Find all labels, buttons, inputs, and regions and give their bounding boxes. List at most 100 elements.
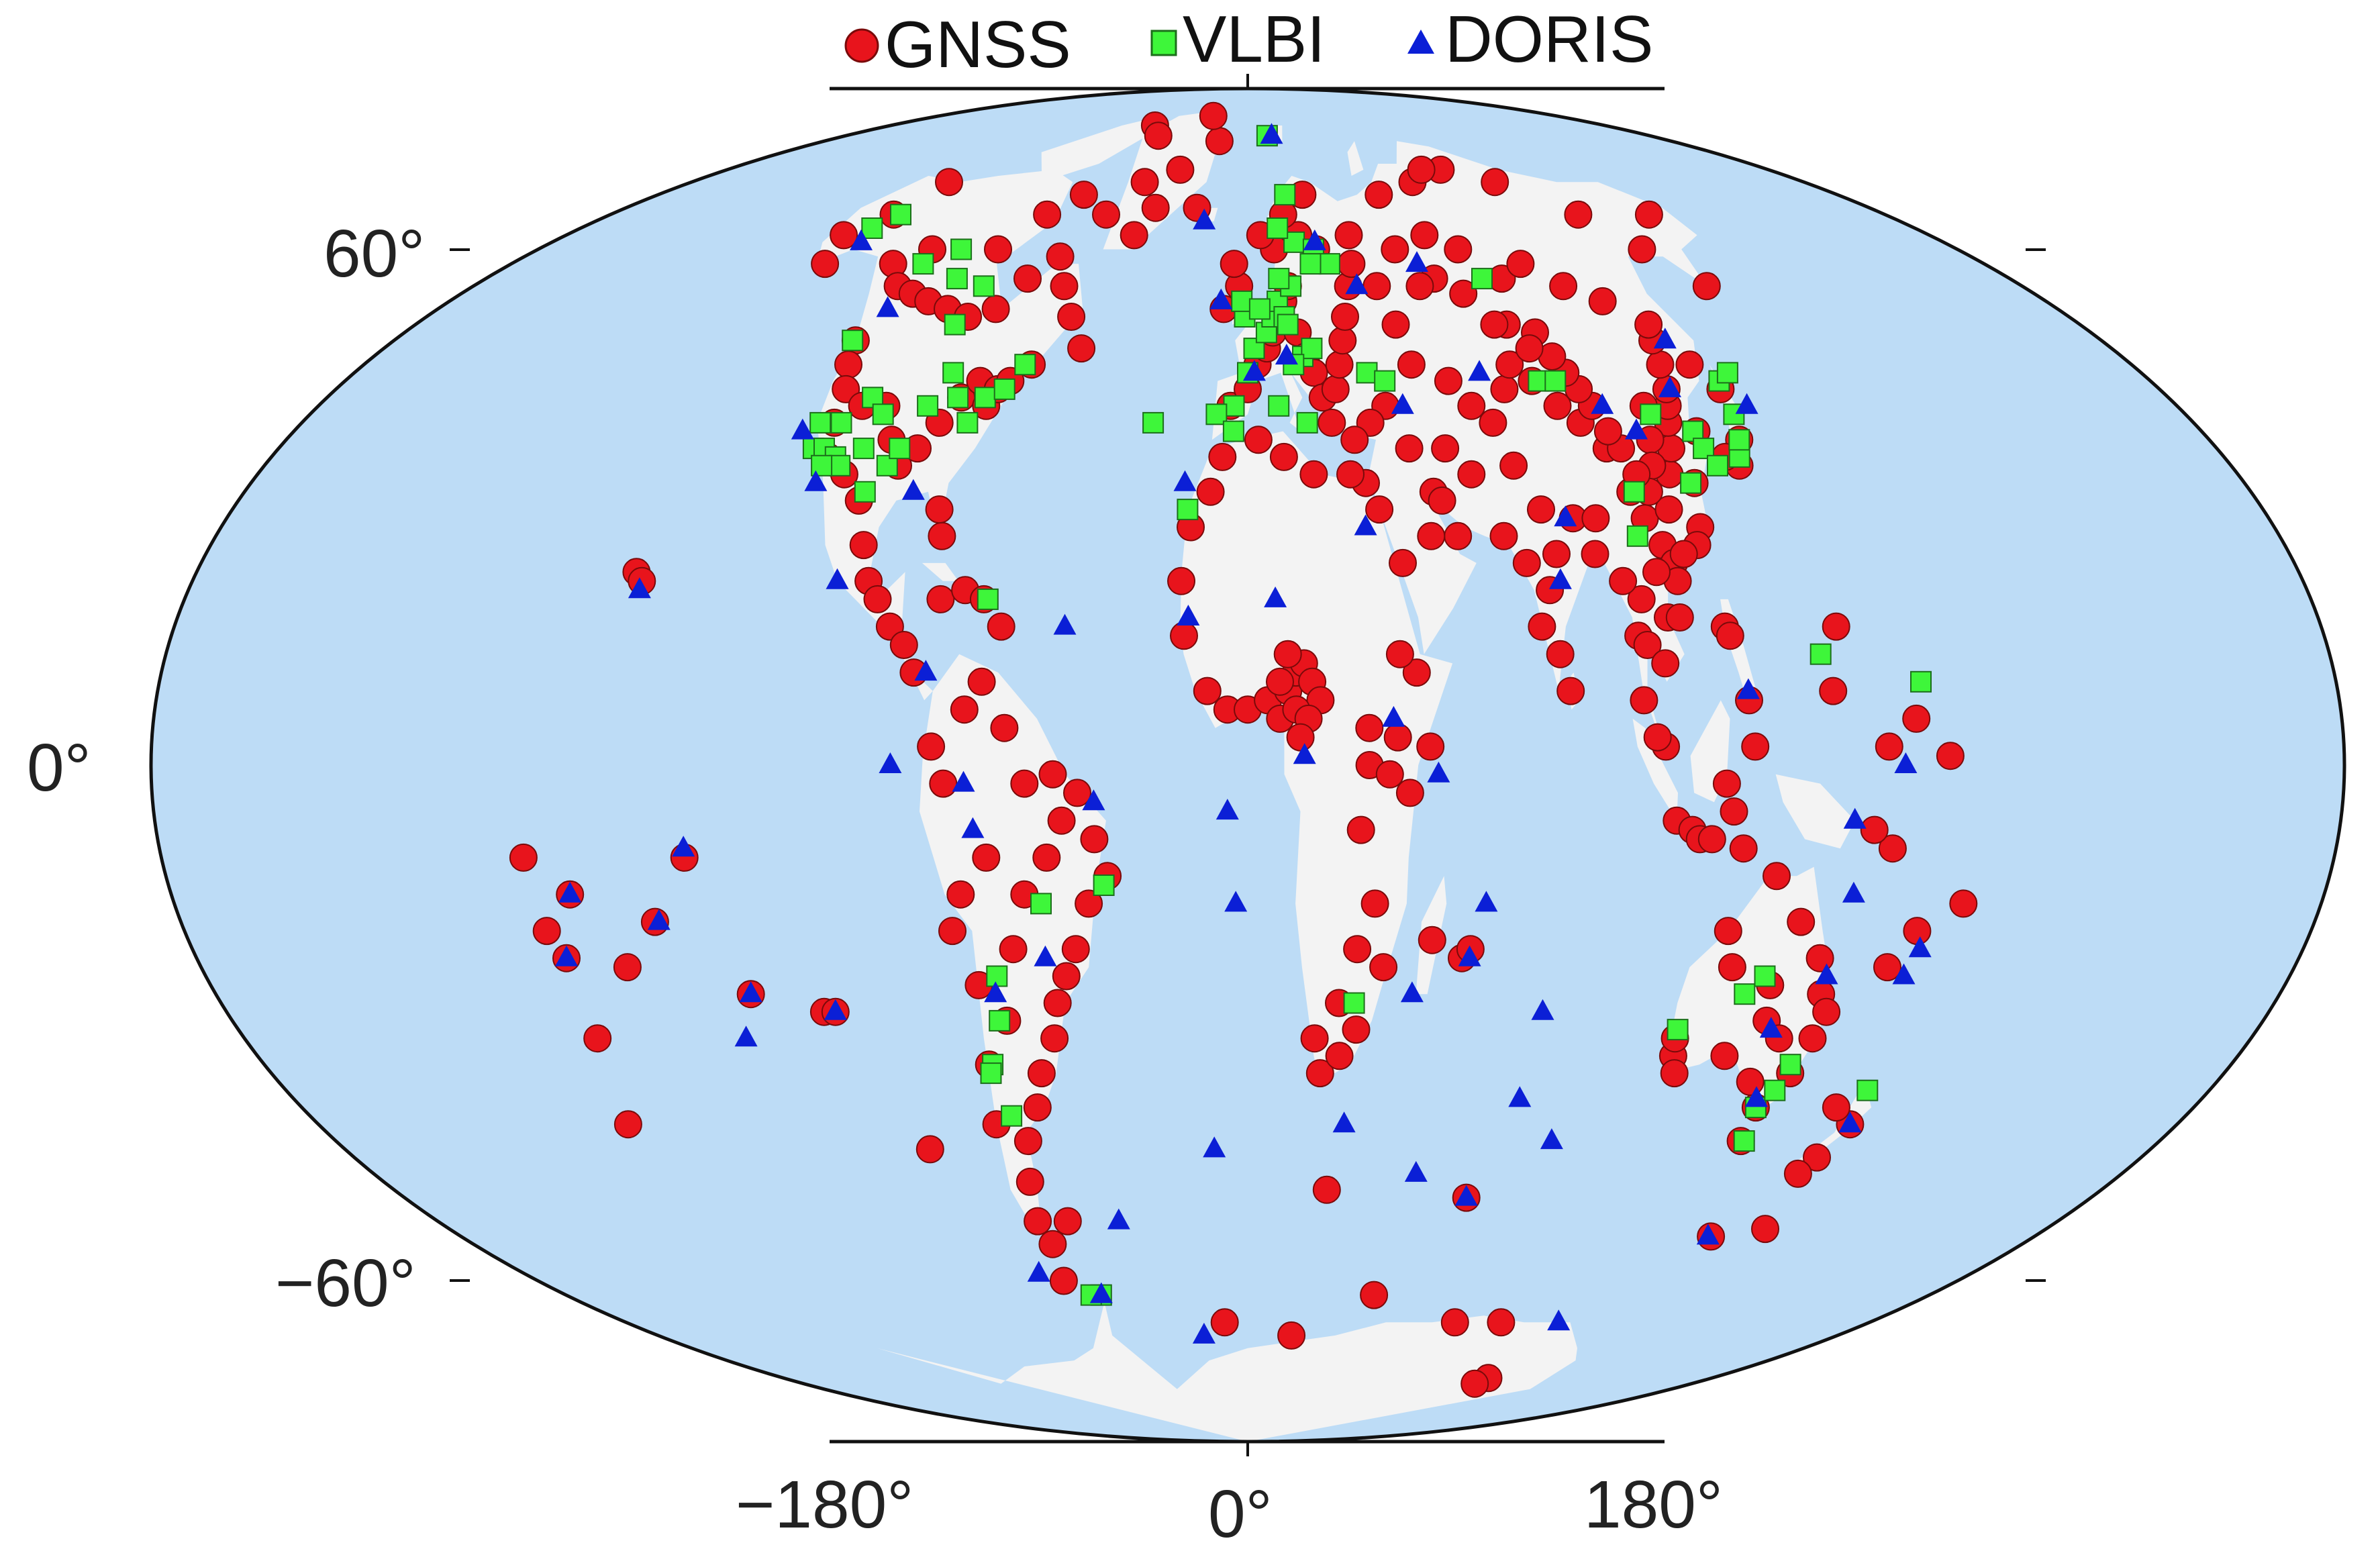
gnss-station-marker [1860,815,1889,844]
doris-station-marker [1293,743,1316,764]
gnss-station-marker [1321,374,1350,403]
gnss-station-marker [1812,997,1841,1026]
gnss-station-marker [1365,495,1394,524]
doris-station-marker [824,999,847,1020]
gnss-station-marker [1024,1207,1052,1236]
vlbi-station-marker [1001,1105,1023,1127]
vlbi-station-marker [1754,965,1776,987]
gnss-station-marker [1325,350,1354,379]
gnss-station-marker [1736,1067,1765,1096]
gnss-station-marker [1627,585,1656,613]
gnss-station-marker [1588,287,1617,315]
gnss-station-marker [1546,640,1575,668]
doris-station-marker [1458,945,1481,966]
gnss-station-marker [1325,1042,1354,1070]
gnss-station-marker [1654,495,1683,524]
gnss-station-marker [1336,460,1365,489]
land-polygon [1103,111,1224,250]
gnss-station-marker [1360,889,1389,918]
doris-station-marker [739,981,762,1003]
gnss-station-marker [1720,797,1748,826]
doris-station-marker [826,568,849,589]
doris-station-marker [1209,288,1233,309]
gnss-station-marker [1269,442,1298,471]
gnss-station-marker [1669,540,1698,568]
gnss-station-marker [925,495,954,524]
doris-station-marker [1034,945,1057,966]
vlbi-station-marker [950,238,973,260]
gnss-station-marker [1609,566,1638,595]
doris-station-marker [1173,470,1197,491]
vlbi-station-marker [942,362,964,384]
vlbi-station-marker [1296,411,1318,434]
doris-station-marker [555,945,578,966]
gnss-station-marker [1395,434,1424,463]
gnss-station-marker [1444,521,1473,550]
vlbi-station-marker [980,1062,1002,1085]
gnss-station-marker [1075,889,1103,918]
gnss-station-marker [1052,962,1081,991]
gnss-station-marker [1033,200,1062,229]
gnss-station-marker [1457,460,1486,489]
gnss-station-marker [1873,953,1901,982]
legend: GNSS VLBI DORIS [844,2,1653,81]
gnss-station-marker [1512,548,1541,577]
doris-station-marker [1332,1111,1356,1133]
gnss-station-marker [1266,667,1294,696]
land-polygon [1775,774,1855,849]
doris-station-marker [961,817,985,838]
gnss-station-marker [1015,1167,1044,1196]
doris-station-marker [1427,761,1450,783]
gnss-station-marker [915,1135,944,1164]
gnss-station-marker [1903,917,1932,946]
gnss-station-marker [1080,825,1109,854]
gnss-station-marker [1710,1042,1739,1070]
vlbi-station-marker [1030,893,1052,915]
gnss-station-marker [1819,677,1848,705]
legend-vlbi-marker [1150,30,1177,56]
gnss-station-marker [1273,640,1302,668]
gnss-station-marker [1362,272,1391,301]
gnss-station-marker [1337,250,1366,279]
gnss-station-marker [613,1110,642,1139]
vlbi-station-marker [1343,992,1365,1014]
vlbi-station-marker [946,268,968,290]
gnss-station-marker [1556,677,1585,705]
legend-doris-label: DORIS [1445,2,1653,76]
land-polygon [877,1302,1577,1442]
gnss-station-marker [967,667,996,696]
gnss-station-marker [1210,1308,1239,1337]
gnss-station-marker [1751,1215,1779,1244]
vlbi-station-marker [1471,268,1493,290]
gnss-station-marker [1047,806,1076,835]
gnss-station-marker [509,843,538,872]
gnss-station-marker [1013,1127,1042,1156]
doris-station-marker [1653,328,1677,349]
doris-station-marker [1053,613,1077,635]
gnss-station-marker [935,168,963,197]
gnss-station-marker [1440,1308,1469,1337]
gnss-station-marker [1038,1230,1067,1258]
gnss-stations [509,101,1978,1398]
gnss-station-marker [1481,168,1509,197]
gnss-station-marker [1244,426,1273,454]
legend-gnss-marker [844,28,879,63]
gnss-station-marker [1040,1024,1069,1053]
vlbi-station-marker [973,275,995,297]
gnss-station-marker [1410,221,1439,250]
gnss-station-marker [1130,168,1159,197]
gnss-station-marker [1299,460,1328,489]
vlbi-station-marker [1222,420,1244,442]
gnss-station-marker [1193,677,1222,705]
gnss-station-marker [1660,1059,1689,1088]
gnss-station-marker [1714,917,1742,946]
map-area [151,89,2344,1442]
gnss-station-marker [972,843,1001,872]
vlbi-station-marker [1014,354,1036,376]
gnss-station-marker [1346,815,1375,844]
gnss-station-marker [1300,1024,1329,1053]
gnss-station-marker [1053,1207,1082,1236]
doris-station-marker [1468,360,1491,381]
doris-station-marker [1275,344,1298,365]
